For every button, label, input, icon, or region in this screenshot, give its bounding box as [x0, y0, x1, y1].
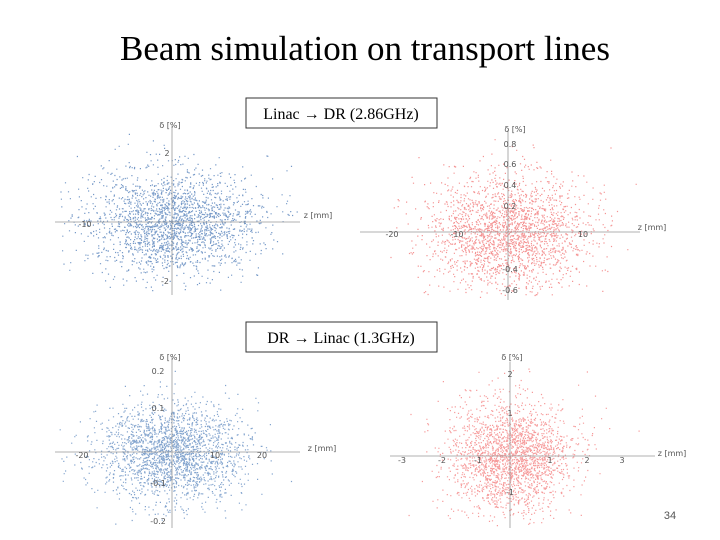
- tick-label: 10: [210, 451, 220, 460]
- page-number: 34: [664, 510, 676, 522]
- tick-label: 1: [507, 409, 512, 418]
- slide-title: Beam simulation on transport lines: [120, 29, 610, 68]
- tick-label: 2: [584, 456, 589, 465]
- tick-label: 0.2: [504, 202, 517, 211]
- section-label: DR → Linac (1.3GHz): [267, 330, 415, 347]
- particle-cloud: [390, 139, 637, 298]
- particle-cloud: [408, 368, 640, 527]
- tick-label: -10: [78, 220, 91, 229]
- tick-label: -20: [385, 230, 398, 239]
- tick-label: 10: [578, 230, 588, 239]
- y-axis-label: δ [%]: [501, 353, 522, 362]
- tick-label: -3: [398, 456, 406, 465]
- tick-label: 2: [164, 149, 169, 158]
- tick-label: 0.4: [504, 181, 517, 190]
- tick-label: 0.8: [504, 140, 517, 149]
- tick-label: -0.6: [502, 286, 518, 295]
- section-box: [245, 321, 438, 353]
- tick-label: 0.2: [152, 367, 165, 376]
- tick-label: 1: [547, 456, 552, 465]
- section-label: Linac → DR (2.86GHz): [263, 106, 419, 123]
- x-axis-label: z [mm]: [308, 444, 337, 453]
- tick-label: -10: [450, 230, 463, 239]
- tick-label: 2: [507, 370, 512, 379]
- tick-label: 0.1: [152, 404, 165, 413]
- tick-label: -0.4: [502, 265, 518, 274]
- tick-label: -0.1: [150, 479, 166, 488]
- tick-label: 20: [257, 451, 267, 460]
- tick-label: -2: [438, 456, 446, 465]
- tick-label: -2: [161, 277, 169, 286]
- y-axis-label: δ [%]: [159, 121, 180, 130]
- tick-label: -0.2: [150, 517, 166, 526]
- tick-label: -1: [474, 456, 482, 465]
- y-axis-label: δ [%]: [504, 125, 525, 134]
- y-axis-label: δ [%]: [159, 353, 180, 362]
- tick-label: 0.6: [504, 160, 517, 169]
- x-axis-label: z [mm]: [304, 211, 333, 220]
- tick-label: 3: [619, 456, 624, 465]
- x-axis-label: z [mm]: [638, 223, 667, 232]
- x-axis-label: z [mm]: [658, 449, 687, 458]
- tick-label: -1: [506, 488, 514, 497]
- tick-label: -20: [75, 451, 88, 460]
- particle-cloud: [59, 370, 293, 525]
- section-box: [245, 97, 438, 129]
